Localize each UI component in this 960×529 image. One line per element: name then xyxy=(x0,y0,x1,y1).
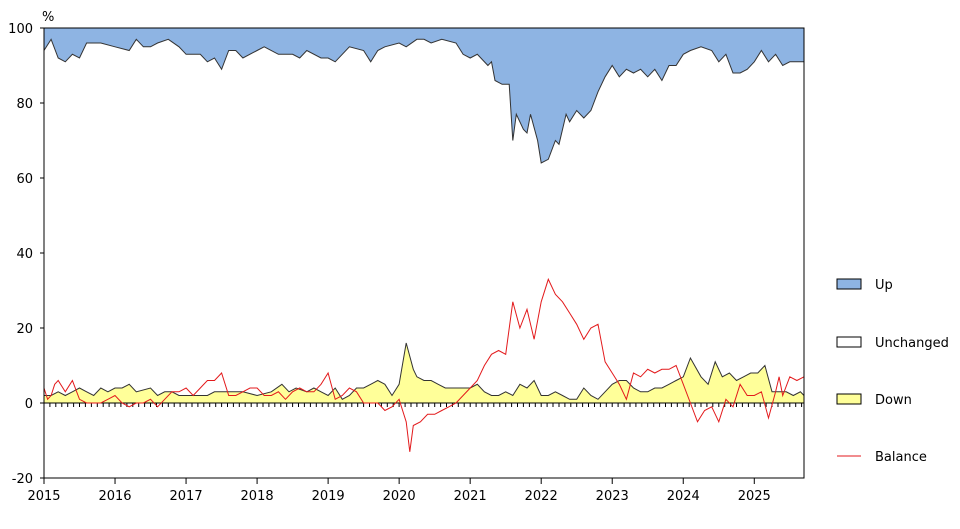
legend: Up Unchanged Down Balance xyxy=(836,278,949,465)
y-tick-label: 100 xyxy=(8,22,33,37)
x-tick-label: 2023 xyxy=(596,489,629,504)
balance-line xyxy=(43,277,805,452)
legend-label-balance: Balance xyxy=(875,450,927,465)
legend-label-up: Up xyxy=(875,278,893,293)
y-tick-label: 60 xyxy=(16,172,33,187)
x-tick-label: 2018 xyxy=(241,489,274,504)
y-unit-label: % xyxy=(42,10,54,25)
axes: % 100 80 60 40 20 0 -20 2015 2016 2017 2018 2019 2020… xyxy=(8,10,771,504)
y-tick-label: -20 xyxy=(12,472,33,487)
y-tick-label: 80 xyxy=(16,97,33,112)
up-area xyxy=(44,28,804,163)
y-tick-label: 20 xyxy=(16,322,33,337)
down-area-edge xyxy=(44,342,805,400)
x-tick-label: 2025 xyxy=(738,489,771,504)
x-tick-label: 2020 xyxy=(383,489,416,504)
plot-background xyxy=(44,28,804,478)
up-area-edge xyxy=(43,38,804,164)
y-tick-label: 0 xyxy=(25,397,33,412)
legend-swatch-unchanged xyxy=(836,336,862,348)
legend-label-unchanged: Unchanged xyxy=(875,336,949,351)
legend-label-down: Down xyxy=(875,393,912,408)
x-tick-label: 2022 xyxy=(525,489,558,504)
legend-swatch-down xyxy=(836,393,862,405)
x-tick-label: 2016 xyxy=(98,489,131,504)
y-tick-label: 40 xyxy=(16,247,33,262)
x-tick-label: 2017 xyxy=(170,489,203,504)
plot-area xyxy=(43,28,805,452)
down-area xyxy=(44,343,804,403)
x-tick-label: 2021 xyxy=(454,489,487,504)
legend-swatch-up xyxy=(836,278,862,290)
x-tick-label: 2015 xyxy=(27,489,60,504)
x-tick-label: 2024 xyxy=(667,489,700,504)
x-tick-label: 2019 xyxy=(312,489,345,504)
